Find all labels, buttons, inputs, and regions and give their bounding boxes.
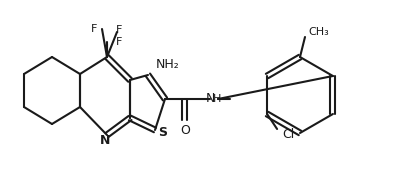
Text: F: F: [90, 24, 97, 34]
Text: F: F: [115, 37, 122, 47]
Text: N: N: [205, 93, 214, 105]
Text: Cl: Cl: [281, 128, 294, 140]
Text: H: H: [213, 94, 221, 104]
Text: NH₂: NH₂: [155, 58, 179, 72]
Text: S: S: [158, 126, 167, 140]
Text: CH₃: CH₃: [307, 27, 328, 37]
Text: O: O: [180, 124, 189, 136]
Text: N: N: [99, 133, 110, 147]
Text: F: F: [115, 25, 122, 35]
